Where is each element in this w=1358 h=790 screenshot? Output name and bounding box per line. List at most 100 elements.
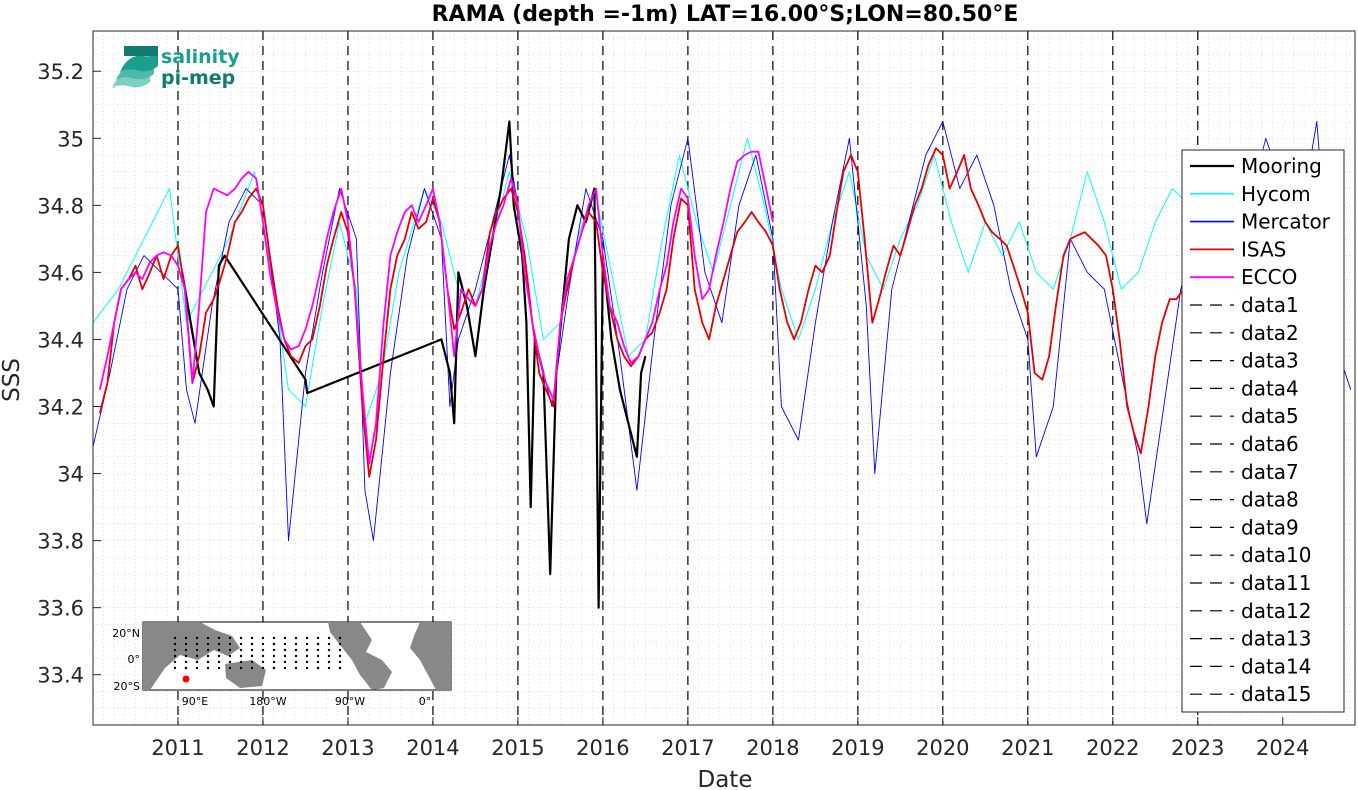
inset-buoy-dot — [250, 642, 254, 646]
inset-map: 20°N 0° 20°S 90°E 180°W 90°W 0° — [112, 621, 452, 708]
legend-items: Mooring Hycom Mercator ISAS ECCO data1 data2 da… — [1190, 154, 1331, 706]
inset-map-land-americas — [328, 622, 392, 690]
inset-buoy-dot — [294, 654, 298, 658]
legend-item: data14 — [1190, 654, 1312, 678]
inset-buoy-dot — [294, 636, 298, 640]
inset-buoy-dot — [272, 654, 276, 658]
inset-buoy-dot — [239, 660, 243, 664]
inset-buoy-dot — [338, 654, 342, 658]
inset-buoy-dot — [261, 648, 265, 652]
logo-waves-icon — [112, 46, 158, 88]
inset-buoy-dot — [250, 654, 254, 658]
legend-item: data10 — [1190, 543, 1312, 567]
inset-buoy-dot — [272, 636, 276, 640]
x-tick-label: 2015 — [491, 736, 544, 760]
inset-lat-label-2: 0° — [128, 653, 141, 666]
series-line-ecco — [98, 150, 774, 465]
x-tick-label: 2022 — [1086, 736, 1139, 760]
inset-buoy-dot — [261, 660, 265, 664]
inset-buoy-dot — [338, 636, 342, 640]
legend-label: data10 — [1241, 543, 1312, 567]
y-tick-label: 35 — [57, 127, 84, 151]
legend-label: data5 — [1241, 404, 1299, 428]
inset-buoy-dot — [305, 648, 309, 652]
inset-buoy-dot — [272, 642, 276, 646]
inset-buoy-dot — [173, 666, 177, 670]
inset-buoy-dot — [305, 654, 309, 658]
inset-buoy-dot — [239, 642, 243, 646]
inset-buoy-dot — [250, 636, 254, 640]
inset-buoy-dot — [195, 660, 199, 664]
legend-label: data15 — [1241, 682, 1312, 706]
inset-buoy-dot — [283, 636, 287, 640]
legend-item: data11 — [1190, 571, 1312, 595]
inset-lon-label-4: 0° — [419, 695, 432, 708]
inset-buoy-dot — [239, 636, 243, 640]
inset-buoy-dot — [272, 648, 276, 652]
inset-buoy-dot — [327, 648, 331, 652]
legend-box — [1181, 149, 1345, 713]
inset-buoy-dot — [338, 660, 342, 664]
inset-buoy-dot — [228, 654, 232, 658]
inset-buoy-dot — [206, 654, 210, 658]
legend-label: Mooring — [1241, 154, 1322, 178]
inset-buoy-dot — [272, 660, 276, 664]
logo-line2: pi-mep — [161, 67, 235, 89]
inset-buoy-dot — [294, 660, 298, 664]
inset-buoy-dot — [184, 648, 188, 652]
inset-buoy-dot — [327, 654, 331, 658]
inset-buoy-dot — [217, 636, 221, 640]
inset-buoy-dot — [217, 648, 221, 652]
inset-buoy-dot — [250, 660, 254, 664]
inset-map-land-africa-asia — [143, 622, 240, 690]
salinity-pi-mep-logo: salinity pi-mep — [112, 46, 240, 89]
x-tick-label: 2014 — [406, 736, 459, 760]
inset-buoy-dot — [316, 648, 320, 652]
x-tick-label: 2020 — [916, 736, 969, 760]
legend-label: data1 — [1241, 293, 1299, 317]
inset-lon-label-2: 180°W — [249, 695, 286, 708]
inset-buoy-dot — [195, 666, 199, 670]
inset-buoy-dot — [217, 642, 221, 646]
inset-buoy-dot — [206, 660, 210, 664]
inset-buoy-dot — [195, 654, 199, 658]
inset-buoy-dot — [173, 642, 177, 646]
legend-item: Mercator — [1190, 210, 1331, 234]
series-line-mooring — [181, 120, 647, 609]
inset-buoy-dot — [283, 654, 287, 658]
inset-lat-label-3: 20°S — [114, 680, 140, 693]
inset-buoy-dot — [228, 636, 232, 640]
legend-item: Mooring — [1190, 154, 1322, 178]
inset-buoy-dot — [338, 666, 342, 670]
inset-buoy-dot — [305, 666, 309, 670]
legend-label: ISAS — [1241, 237, 1286, 261]
legend-item: data8 — [1190, 488, 1299, 512]
inset-buoy-dot — [305, 660, 309, 664]
inset-buoy-dot — [294, 666, 298, 670]
y-axis-label: SSS — [0, 358, 25, 402]
y-axis-ticks: 33.4 33.6 33.8 34 34.2 34.4 34.6 34.8 35 35.2 — [37, 60, 101, 688]
x-tick-label: 2021 — [1001, 736, 1054, 760]
inset-buoy-dot — [294, 648, 298, 652]
inset-buoy-dot — [228, 666, 232, 670]
inset-buoy-dot — [217, 654, 221, 658]
inset-buoy-dot — [316, 666, 320, 670]
inset-buoy-dot — [228, 642, 232, 646]
inset-buoy-dot — [173, 660, 177, 664]
inset-buoy-dot — [327, 642, 331, 646]
inset-buoy-dot — [239, 648, 243, 652]
inset-buoy-dot — [184, 636, 188, 640]
legend-item: data7 — [1190, 460, 1299, 484]
legend-label: data4 — [1241, 376, 1299, 400]
x-tick-label: 2011 — [151, 736, 204, 760]
inset-map-location-marker — [182, 675, 190, 683]
legend-label: data7 — [1241, 460, 1299, 484]
inset-buoy-dot — [250, 648, 254, 652]
legend-item: ISAS — [1190, 237, 1286, 261]
legend-item: Hycom — [1190, 182, 1311, 206]
inset-lat-label-1: 20°N — [112, 627, 140, 640]
y-tick-label: 35.2 — [37, 60, 84, 84]
legend-label: data2 — [1241, 321, 1299, 345]
legend-item: data13 — [1190, 627, 1312, 651]
